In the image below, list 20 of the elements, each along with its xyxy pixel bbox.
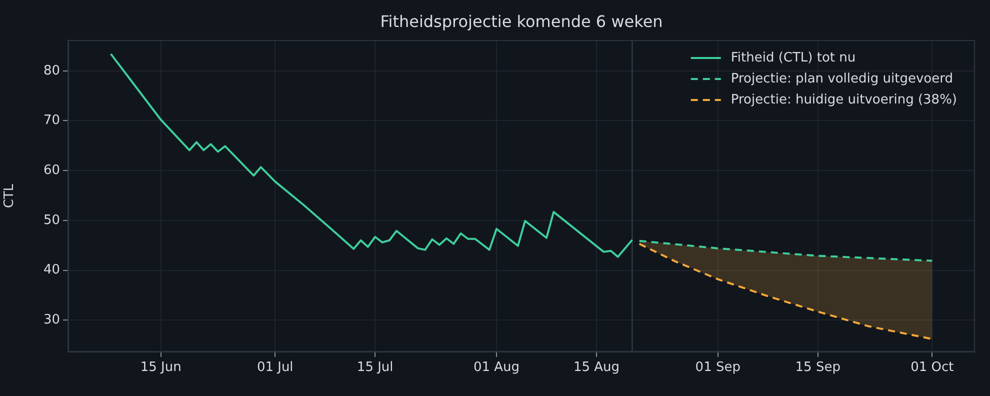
y-tick-label: 30 bbox=[43, 312, 60, 328]
chart-title: Fitheidsprojectie komende 6 weken bbox=[380, 12, 663, 32]
x-tick-label: 15 Jun bbox=[140, 360, 182, 376]
legend-label: Projectie: plan volledig uitgevoerd bbox=[730, 71, 953, 86]
x-tick-label: 01 Sep bbox=[695, 360, 740, 376]
x-tick-label: 01 Oct bbox=[910, 360, 954, 376]
y-tick-label: 80 bbox=[43, 63, 60, 78]
line-series bbox=[638, 240, 934, 262]
x-tick-label: 01 Aug bbox=[473, 360, 520, 376]
y-axis-title: CTL bbox=[2, 183, 18, 208]
legend-label: Projectie: huidige uitvoering (38%) bbox=[730, 92, 958, 108]
x-tick-label: 15 Jul bbox=[356, 360, 394, 376]
x-tick-label: 15 Aug bbox=[573, 360, 620, 376]
x-tick-label: 01 Jul bbox=[256, 360, 294, 376]
y-tick-label: 50 bbox=[43, 212, 60, 228]
y-tick-label: 60 bbox=[43, 162, 60, 178]
x-tick-label: 15 Sep bbox=[795, 360, 840, 376]
legend-label: Fitheid (CTL) tot nu bbox=[730, 50, 856, 66]
y-tick-label: 70 bbox=[43, 113, 60, 128]
y-tick-label: 40 bbox=[43, 262, 60, 278]
